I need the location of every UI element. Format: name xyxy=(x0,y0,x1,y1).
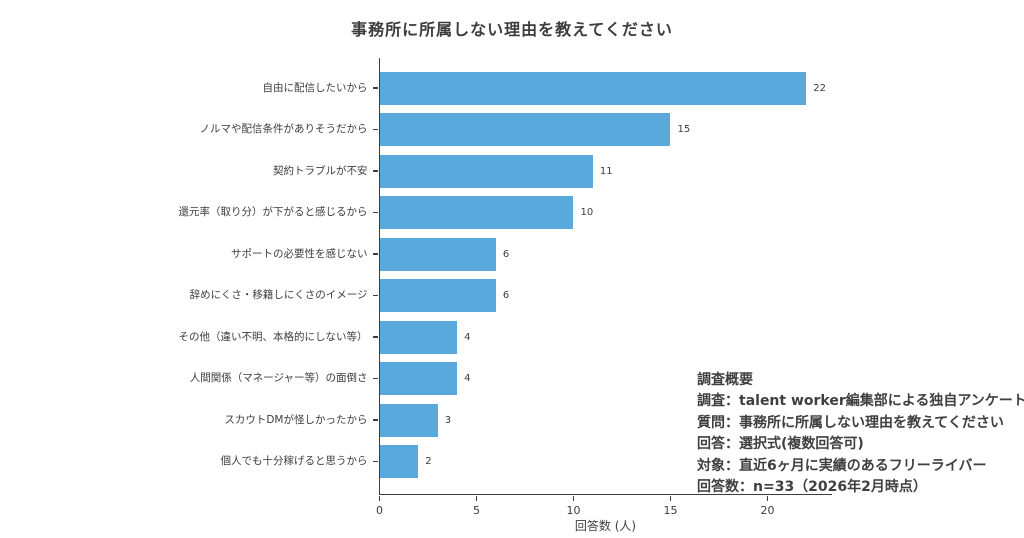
category-label: 個人でも十分稼げると思うから xyxy=(220,455,368,467)
survey-summary-line: 調査概要 xyxy=(697,372,753,388)
category-label: 還元率（取り分）が下がると感じるから xyxy=(178,206,368,218)
y-tick-mark xyxy=(373,419,378,421)
bar xyxy=(379,279,496,312)
category-label: 自由に配信したいから xyxy=(262,81,368,94)
bar xyxy=(379,71,807,105)
bar-value-label: 4 xyxy=(464,331,471,343)
x-tick-label: 0 xyxy=(376,504,383,517)
bar xyxy=(379,320,458,354)
category-label: サポートの必要性を感じない xyxy=(231,247,368,260)
y-tick-mark xyxy=(373,336,378,338)
bar-row: 辞めにくさ・移籍しにくさのイメージ 6 xyxy=(190,279,832,312)
bar-value-label: 6 xyxy=(502,290,510,301)
y-tick-mark xyxy=(373,294,378,297)
y-tick-mark xyxy=(373,211,378,214)
bar xyxy=(379,362,458,395)
bar-row: スカウトDMが怪しかったから 3 xyxy=(224,403,832,437)
bar-value-label: 15 xyxy=(677,124,691,135)
x-axis-label: 回答数 (人) xyxy=(574,519,637,533)
category-label: 契約トラブルが不安 xyxy=(273,164,368,177)
y-tick-mark xyxy=(373,377,378,380)
x-tick-mark xyxy=(766,495,769,501)
bar-row: 契約トラブルが不安 11 xyxy=(273,154,832,188)
y-tick-mark xyxy=(373,128,378,131)
y-tick-mark xyxy=(373,253,378,255)
survey-summary: 調査概要調査：talent worker編集部による独自アンケート 質問：事務所に… xyxy=(697,370,1024,498)
category-label: スカウトDMが怪しかったから xyxy=(224,413,368,426)
bar-row: 還元率（取り分）が下がると感じるから 10 xyxy=(179,196,832,229)
x-tick-mark xyxy=(475,495,478,501)
x-tick-mark xyxy=(378,495,381,501)
bar xyxy=(379,403,438,437)
x-tick-mark xyxy=(572,495,575,501)
x-tick-label: 15 xyxy=(663,504,678,517)
bar-row: その他（違い不明、本格的にしない等） 4 xyxy=(179,320,832,354)
survey-summary-line: 対象：直近6ヶ月に実績のあるフリーライバー xyxy=(697,457,987,474)
bar-value-label: 4 xyxy=(464,373,471,384)
bar-value-label: 3 xyxy=(444,414,452,426)
bar-value-label: 2 xyxy=(425,456,432,467)
y-tick-mark xyxy=(373,460,378,463)
bar-value-label: 10 xyxy=(580,207,594,218)
bar xyxy=(379,154,593,188)
bar-row: 自由に配信したいから 22 xyxy=(263,71,832,105)
x-tick-label: 5 xyxy=(472,504,480,517)
bar-row: サポートの必要性を感じない 6 xyxy=(231,237,832,271)
bar xyxy=(379,196,574,229)
y-tick-mark xyxy=(373,87,378,89)
bar-value-label: 22 xyxy=(813,82,826,94)
x-tick-mark xyxy=(669,495,672,501)
y-tick-mark xyxy=(373,170,378,172)
bar-value-label: 11 xyxy=(599,165,613,177)
bar xyxy=(379,113,671,146)
survey-summary-line: 回答：選択式(複数回答可) xyxy=(697,436,864,453)
survey-summary-line: 回答数：n=33（2026年2月時点） xyxy=(697,479,927,496)
bar-row: 人間関係（マネージャー等）の面倒さ 4 xyxy=(190,362,832,395)
category-label: ノルマや配信条件がありそうだから xyxy=(199,123,368,135)
category-label: 人間関係（マネージャー等）の面倒さ xyxy=(189,372,368,384)
bar-row: ノルマや配信条件がありそうだから 15 xyxy=(200,113,832,146)
bar xyxy=(379,445,419,478)
survey-summary-line: 調査：talent worker編集部による独自アンケート xyxy=(697,393,1024,410)
category-label: 辞めにくさ・移籍しにくさのイメージ xyxy=(189,289,368,301)
bar-value-label: 6 xyxy=(502,248,510,260)
bar-row: 個人でも十分稼げると思うから 2 xyxy=(221,445,832,478)
x-tick-label: 20 xyxy=(760,504,775,517)
plot-area: 自由に配信したいから 22 ノルマや配信条件がありそうだから 15 契約トラブルが不安 1… xyxy=(179,58,832,533)
bar xyxy=(379,237,496,271)
chart-title: 事務所に所属しない理由を教えてください xyxy=(351,20,673,39)
category-label: その他（違い不明、本格的にしない等） xyxy=(178,330,368,343)
x-tick-label: 10 xyxy=(566,504,581,517)
survey-summary-line: 質問：事務所に所属しない理由を教えてください xyxy=(697,414,1004,431)
